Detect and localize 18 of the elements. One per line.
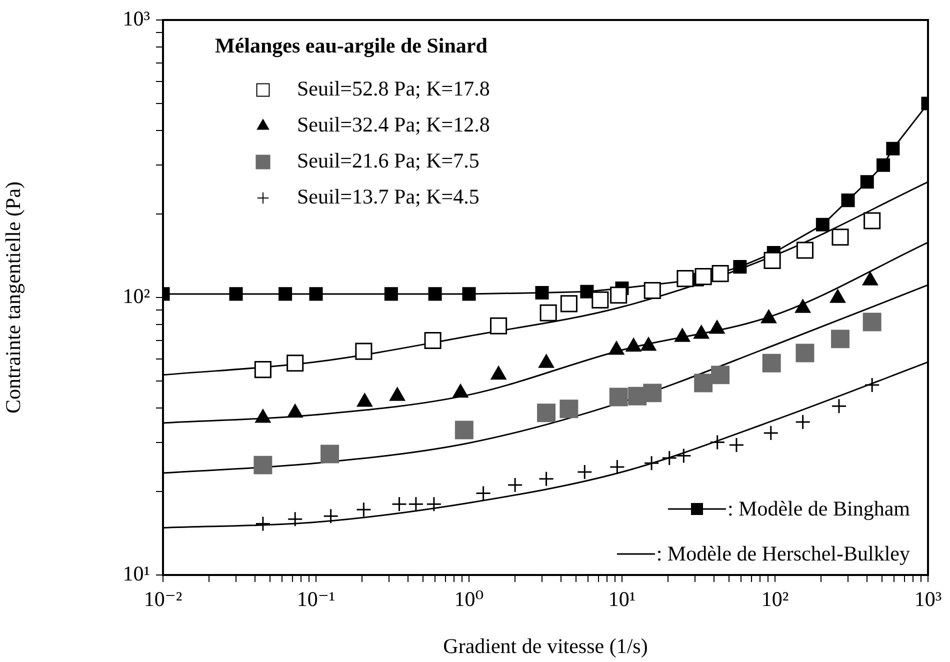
y-tick-label: 10¹ — [122, 562, 150, 586]
x-axis-title: Gradient de vitesse (1/s) — [443, 634, 648, 658]
legend-title: Mélanges eau-argile de Sinard — [215, 33, 488, 58]
x-tick-label: 10² — [761, 587, 789, 612]
annotation: : Modèle de Herschel-Bulkley — [656, 541, 910, 566]
y-tick-label: 10³ — [122, 6, 150, 31]
legend-label: Seuil=52.8 Pa; K=17.8 — [297, 76, 490, 101]
x-tick-label: 10⁻² — [144, 587, 182, 612]
x-tick-label: 10¹ — [608, 587, 636, 612]
legend-label: Seuil=21.6 Pa; K=7.5 — [297, 148, 480, 173]
y-tick-label: 10² — [122, 284, 150, 308]
x-tick-label: 10⁰ — [454, 587, 484, 612]
annotation: : Modèle de Bingham — [727, 496, 910, 521]
legend-label: Seuil=13.7 Pa; K=4.5 — [297, 184, 480, 209]
x-tick-label: 10³ — [914, 587, 942, 612]
y-axis-title: Contrainte tangentielle (Pa) — [1, 181, 26, 414]
x-tick-label: 10⁻¹ — [296, 587, 336, 612]
legend-label: Seuil=32.4 Pa; K=12.8 — [297, 112, 490, 137]
